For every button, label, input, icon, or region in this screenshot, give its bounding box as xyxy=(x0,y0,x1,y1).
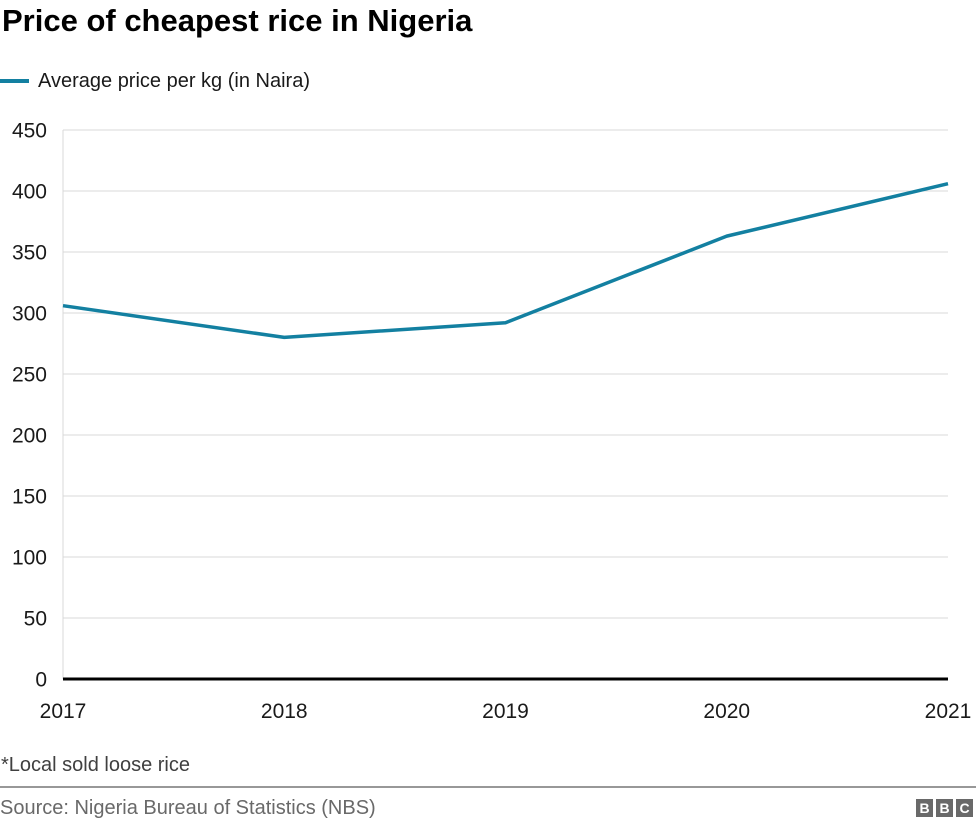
price-line xyxy=(62,181,949,340)
y-tick-label: 400 xyxy=(12,181,47,204)
source-text: Source: Nigeria Bureau of Statistics (NB… xyxy=(0,796,376,819)
y-tick-label: 300 xyxy=(12,303,47,326)
y-tick-label: 450 xyxy=(12,120,47,143)
y-tick-label: 150 xyxy=(12,486,47,509)
bbc-logo-letter: C xyxy=(956,799,973,817)
x-tick-label: 2020 xyxy=(703,700,750,723)
x-tick-label: 2017 xyxy=(40,700,87,723)
x-tick-label: 2021 xyxy=(925,700,972,723)
x-tick-label: 2018 xyxy=(261,700,308,723)
bbc-logo-letter: B xyxy=(916,799,933,817)
y-tick-label: 50 xyxy=(24,608,47,631)
bbc-logo-letter: B xyxy=(936,799,953,817)
y-tick-label: 200 xyxy=(12,425,47,448)
line-chart-canvas: 0 50 100 150 200 250 300 350 400 450 2017 2018 2019 2… xyxy=(12,120,972,724)
y-tick-label: 250 xyxy=(12,364,47,387)
legend: Average price per kg (in Naira) xyxy=(0,70,310,92)
chart-title: Price of cheapest rice in Nigeria xyxy=(2,3,473,38)
footnote: *Local sold loose rice xyxy=(1,754,190,776)
line-chart: 0 50 100 150 200 250 300 350 400 450 2017 2018 2019 2… xyxy=(0,110,976,735)
bbc-logo: B B C xyxy=(916,799,976,817)
y-tick-label: 350 xyxy=(12,242,47,265)
y-tick-label: 0 xyxy=(35,669,47,692)
y-tick-label: 100 xyxy=(12,547,47,570)
legend-label: Average price per kg (in Naira) xyxy=(38,69,310,92)
x-tick-label: 2019 xyxy=(482,700,529,723)
footer: Source: Nigeria Bureau of Statistics (NB… xyxy=(0,795,976,821)
legend-line-swatch xyxy=(0,79,29,83)
footer-divider xyxy=(0,786,976,788)
